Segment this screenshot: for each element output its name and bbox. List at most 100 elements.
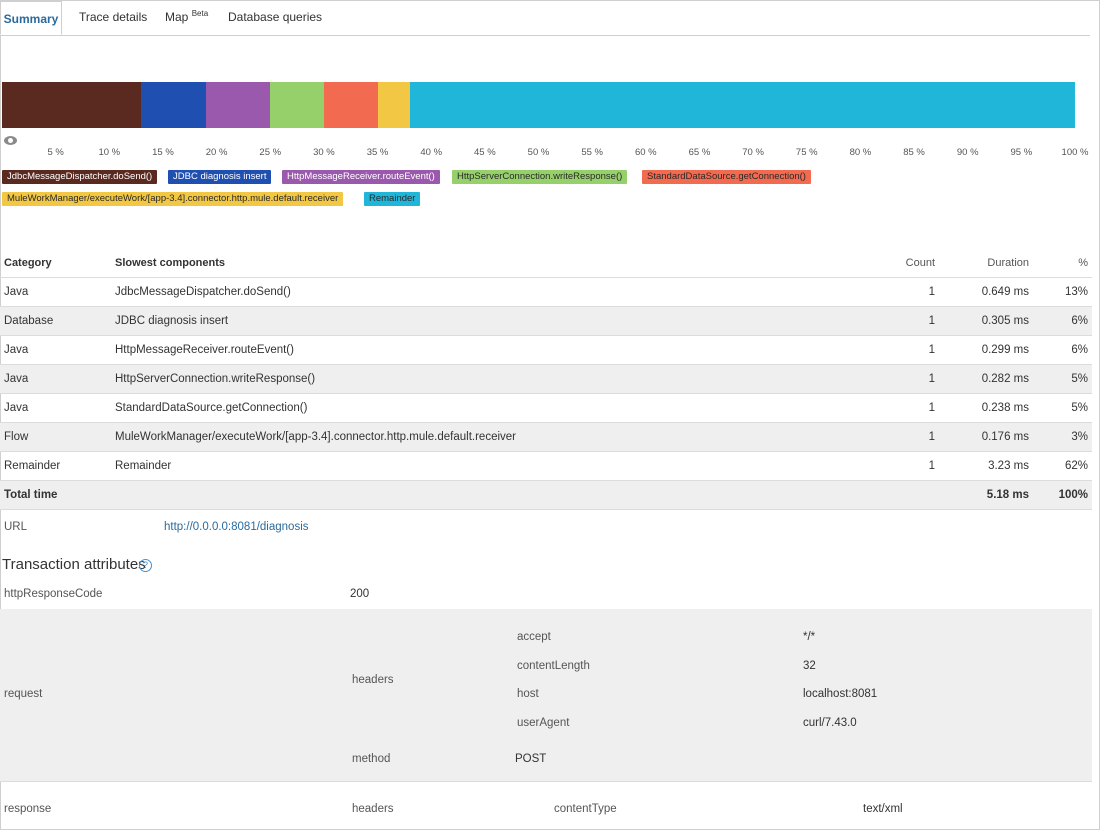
row-percent: 62% xyxy=(1064,460,1088,472)
url-link[interactable]: http://0.0.0.0:8081/diagnosis xyxy=(164,521,309,533)
row-duration: 0.299 ms xyxy=(981,344,1029,356)
transaction-attributes-title: Transaction attributes xyxy=(2,556,146,573)
header-component: Slowest components xyxy=(115,257,226,269)
legend-chip[interactable]: HttpMessageReceiver.routeEvent() xyxy=(282,170,440,184)
row-component: JDBC diagnosis insert xyxy=(115,315,229,327)
request-method-key: method xyxy=(352,753,391,765)
table-row: Flow MuleWorkManager/executeWork/[app-3.… xyxy=(0,423,1092,452)
url-label: URL xyxy=(4,521,28,533)
request-block xyxy=(0,609,1092,781)
row-component: Remainder xyxy=(115,460,172,472)
bar-segment[interactable] xyxy=(2,82,142,128)
row-duration: 0.282 ms xyxy=(981,373,1029,385)
axis-tick: 70 % xyxy=(742,147,764,158)
row-component: StandardDataSource.getConnection() xyxy=(115,402,308,414)
axis-tick: 25 % xyxy=(259,147,282,158)
header-user-agent-key: userAgent xyxy=(517,717,570,729)
legend-chip[interactable]: Remainder xyxy=(364,192,421,206)
row-duration: 0.176 ms xyxy=(981,431,1029,443)
response-content-type-key: contentType xyxy=(554,803,617,815)
row-category: Java xyxy=(4,344,29,356)
row-percent: 6% xyxy=(1071,315,1088,327)
bar-segment[interactable] xyxy=(270,82,324,128)
legend-chip[interactable]: JdbcMessageDispatcher.doSend() xyxy=(2,170,158,184)
bar-segment[interactable] xyxy=(141,82,206,128)
legend-chip[interactable]: JDBC diagnosis insert xyxy=(168,170,272,184)
axis-tick: 75 % xyxy=(795,147,818,158)
breakdown-bar xyxy=(2,82,1075,128)
total-label: Total time xyxy=(4,489,58,501)
row-duration: 0.305 ms xyxy=(981,315,1029,327)
tab-trace-details-label: Trace details xyxy=(79,10,148,24)
response-headers-key: headers xyxy=(352,803,394,815)
row-category: Java xyxy=(4,402,29,414)
tab-summary[interactable]: Summary xyxy=(0,1,62,35)
bar-segment[interactable] xyxy=(409,82,1075,128)
row-percent: 5% xyxy=(1071,402,1088,414)
axis-tick: 15 % xyxy=(152,147,174,158)
row-count: 1 xyxy=(928,344,935,356)
axis-tick: 100 % xyxy=(1061,147,1089,158)
http-response-code-value: 200 xyxy=(350,588,370,600)
header-count: Count xyxy=(905,257,935,269)
axis-tick: 50 % xyxy=(527,147,550,158)
tab-summary-label: Summary xyxy=(3,12,59,26)
table-row: Java HttpMessageReceiver.routeEvent() 1 … xyxy=(0,336,1092,365)
header-content-length-value: 32 xyxy=(803,660,816,672)
total-percent: 100% xyxy=(1058,489,1088,501)
help-icon[interactable]: ? xyxy=(139,559,152,572)
legend-chip[interactable]: HttpServerConnection.writeResponse() xyxy=(452,170,628,184)
beta-badge: Beta xyxy=(191,9,209,18)
tab-database-queries[interactable]: Database queries xyxy=(228,0,322,35)
row-duration: 0.649 ms xyxy=(981,286,1029,298)
bar-segment[interactable] xyxy=(323,82,378,128)
row-category: Java xyxy=(4,373,29,385)
tab-trace-details[interactable]: Trace details xyxy=(79,0,147,35)
axis-tick: 45 % xyxy=(474,147,496,158)
table-header: Category Slowest components Count Durati… xyxy=(0,249,1092,278)
header-user-agent-value: curl/7.43.0 xyxy=(803,717,857,729)
legend-chip[interactable]: StandardDataSource.getConnection() xyxy=(642,170,811,184)
row-percent: 3% xyxy=(1071,431,1088,443)
bar-segment[interactable] xyxy=(205,82,271,128)
header-accept-key: accept xyxy=(517,631,551,643)
row-count: 1 xyxy=(928,373,935,385)
legend-chip[interactable]: MuleWorkManager/executeWork/[app-3.4].co… xyxy=(2,192,344,206)
row-count: 1 xyxy=(928,402,935,414)
axis-tick: 40 % xyxy=(420,147,443,158)
request-key: request xyxy=(4,688,43,700)
response-key: response xyxy=(4,803,52,815)
axis-tick: 90 % xyxy=(956,147,979,158)
divider xyxy=(0,781,1092,782)
axis-tick: 30 % xyxy=(313,147,335,158)
table-row: Remainder Remainder 1 3.23 ms 62% xyxy=(0,452,1092,481)
bar-segment[interactable] xyxy=(377,82,410,128)
row-category: Remainder xyxy=(4,460,61,472)
tab-bar: Summary Trace details Map Beta Database … xyxy=(0,0,1090,36)
request-method-value: POST xyxy=(515,753,547,765)
zoom-handle-icon[interactable] xyxy=(4,136,17,145)
header-percent: % xyxy=(1078,257,1088,269)
axis-tick: 5 % xyxy=(47,147,64,158)
tab-map[interactable]: Map Beta xyxy=(165,0,208,35)
row-category: Flow xyxy=(4,431,29,443)
total-duration: 5.18 ms xyxy=(986,489,1029,501)
row-component: HttpMessageReceiver.routeEvent() xyxy=(115,344,294,356)
row-component: JdbcMessageDispatcher.doSend() xyxy=(115,286,291,298)
request-headers-key: headers xyxy=(352,674,394,686)
http-response-code-key: httpResponseCode xyxy=(4,588,103,600)
axis-tick: 60 % xyxy=(634,147,657,158)
row-percent: 6% xyxy=(1071,344,1088,356)
tab-database-queries-label: Database queries xyxy=(228,10,323,24)
row-count: 1 xyxy=(928,286,935,298)
total-row: Total time 5.18 ms 100% xyxy=(0,481,1092,510)
header-host-value: localhost:8081 xyxy=(803,688,878,700)
response-content-type-value: text/xml xyxy=(863,803,903,815)
axis-tick: 10 % xyxy=(98,147,121,158)
tab-map-label: Map xyxy=(165,10,189,24)
axis-tick: 65 % xyxy=(688,147,711,158)
header-content-length-key: contentLength xyxy=(517,660,590,672)
axis-tick: 95 % xyxy=(1010,147,1033,158)
axis-tick: 35 % xyxy=(366,147,389,158)
row-count: 1 xyxy=(928,431,935,443)
